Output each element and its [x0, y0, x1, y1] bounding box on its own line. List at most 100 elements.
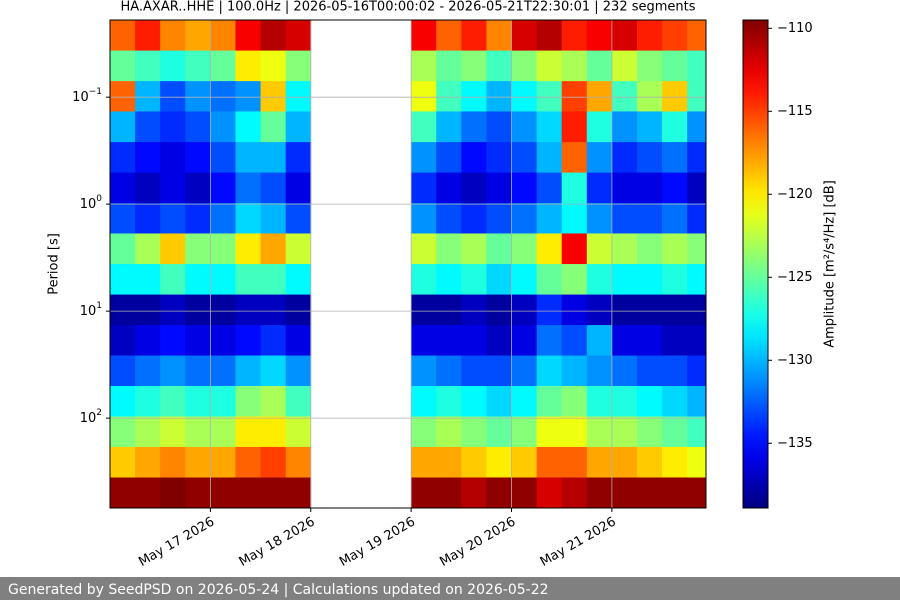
- heatmap-cell: [486, 50, 512, 82]
- heatmap-cell: [511, 111, 538, 143]
- heatmap-cell: [486, 142, 512, 173]
- y-tick-label: 101: [80, 301, 102, 319]
- heatmap-cell: [636, 294, 663, 326]
- heatmap-cell: [285, 386, 312, 417]
- heatmap-cell: [611, 325, 638, 356]
- heatmap-cell: [536, 477, 563, 508]
- heatmap-cell: [461, 325, 487, 356]
- heatmap-cell: [285, 81, 312, 112]
- heatmap-cell: [586, 20, 613, 51]
- heatmap-cell: [135, 477, 161, 508]
- heatmap-cell: [436, 50, 462, 82]
- heatmap-cell: [561, 264, 588, 295]
- heatmap-cell: [687, 233, 706, 265]
- heatmap-cell: [561, 446, 588, 478]
- heatmap-cell: [110, 203, 136, 234]
- heatmap-cell: [536, 355, 563, 387]
- heatmap-cell: [235, 81, 261, 112]
- heatmap-cell: [110, 172, 136, 204]
- heatmap-cell: [561, 20, 588, 51]
- heatmap-cell: [411, 386, 437, 417]
- heatmap-cell: [436, 325, 462, 356]
- y-tick-base: 10: [80, 197, 97, 212]
- heatmap-cell: [135, 386, 161, 417]
- heatmap-cell: [260, 446, 287, 478]
- heatmap-cell: [411, 233, 437, 265]
- heatmap-cell: [486, 386, 512, 417]
- heatmap-cell: [210, 50, 236, 82]
- heatmap-cell: [110, 386, 136, 417]
- heatmap-cell: [436, 416, 462, 448]
- heatmap-cell: [636, 446, 663, 478]
- heatmap-cell: [586, 50, 613, 82]
- heatmap-cell: [486, 20, 512, 51]
- heatmap-cell: [561, 111, 588, 143]
- heatmap-cell: [461, 446, 487, 478]
- heatmap-cell: [561, 294, 588, 326]
- heatmap-cell: [411, 416, 437, 448]
- heatmap-cell: [235, 172, 261, 204]
- heatmap-cell: [135, 294, 161, 326]
- heatmap-cell: [662, 50, 688, 82]
- colorbar-tick-label: −115: [777, 104, 813, 119]
- heatmap-cell: [235, 355, 261, 387]
- heatmap-cell: [285, 111, 312, 143]
- heatmap-cell: [687, 172, 706, 204]
- heatmap-cell: [411, 20, 437, 51]
- heatmap-cell: [185, 233, 211, 265]
- heatmap-cell: [687, 446, 706, 478]
- heatmap-cell: [135, 203, 161, 234]
- heatmap-cell: [436, 172, 462, 204]
- heatmap-cell: [687, 416, 706, 448]
- heatmap-cell: [235, 264, 261, 295]
- heatmap-cell: [486, 325, 512, 356]
- heatmap-cell: [636, 264, 663, 295]
- y-tick-base: 10: [72, 90, 89, 105]
- heatmap-cell: [461, 50, 487, 82]
- heatmap-cell: [160, 142, 186, 173]
- heatmap-cell: [611, 416, 638, 448]
- heatmap-cell: [536, 294, 563, 326]
- heatmap-cell: [561, 203, 588, 234]
- heatmap-cell: [411, 477, 437, 508]
- heatmap-cell: [662, 233, 688, 265]
- heatmap-cell: [662, 20, 688, 51]
- heatmap-cell: [260, 142, 287, 173]
- heatmap-cell: [210, 81, 236, 112]
- heatmap-cell: [285, 477, 312, 508]
- y-tick-label: 102: [80, 408, 102, 426]
- heatmap-cell: [260, 477, 287, 508]
- heatmap-cell: [160, 446, 186, 478]
- heatmap-cell: [260, 416, 287, 448]
- heatmap-cell: [511, 50, 538, 82]
- chart-title: HA.AXAR..HHE | 100.0Hz | 2026-05-16T00:0…: [120, 0, 695, 15]
- heatmap-cell: [285, 446, 312, 478]
- heatmap-cell: [611, 386, 638, 417]
- heatmap-cell: [687, 20, 706, 51]
- heatmap-cell: [160, 50, 186, 82]
- heatmap-cell: [210, 355, 236, 387]
- heatmap-cell: [461, 142, 487, 173]
- heatmap-cell: [135, 111, 161, 143]
- heatmap-cell: [135, 446, 161, 478]
- heatmap-cell: [210, 294, 236, 326]
- heatmap-cell: [662, 446, 688, 478]
- heatmap-cell: [486, 416, 512, 448]
- heatmap-cell: [511, 172, 538, 204]
- colorbar-tick-label: −135: [777, 436, 813, 451]
- heatmap-cell: [536, 111, 563, 143]
- heatmap-cell: [110, 294, 136, 326]
- heatmap-cell: [536, 446, 563, 478]
- heatmap-cell: [636, 203, 663, 234]
- heatmap-cell: [561, 355, 588, 387]
- heatmap-cell: [486, 233, 512, 265]
- heatmap-cell: [260, 355, 287, 387]
- heatmap-cell: [135, 233, 161, 265]
- heatmap-cell: [687, 264, 706, 295]
- heatmap-cell: [436, 294, 462, 326]
- heatmap-cell: [110, 446, 136, 478]
- heatmap-cell: [636, 111, 663, 143]
- y-tick-base: 10: [80, 304, 97, 319]
- heatmap-cell: [586, 325, 613, 356]
- heatmap-cell: [110, 264, 136, 295]
